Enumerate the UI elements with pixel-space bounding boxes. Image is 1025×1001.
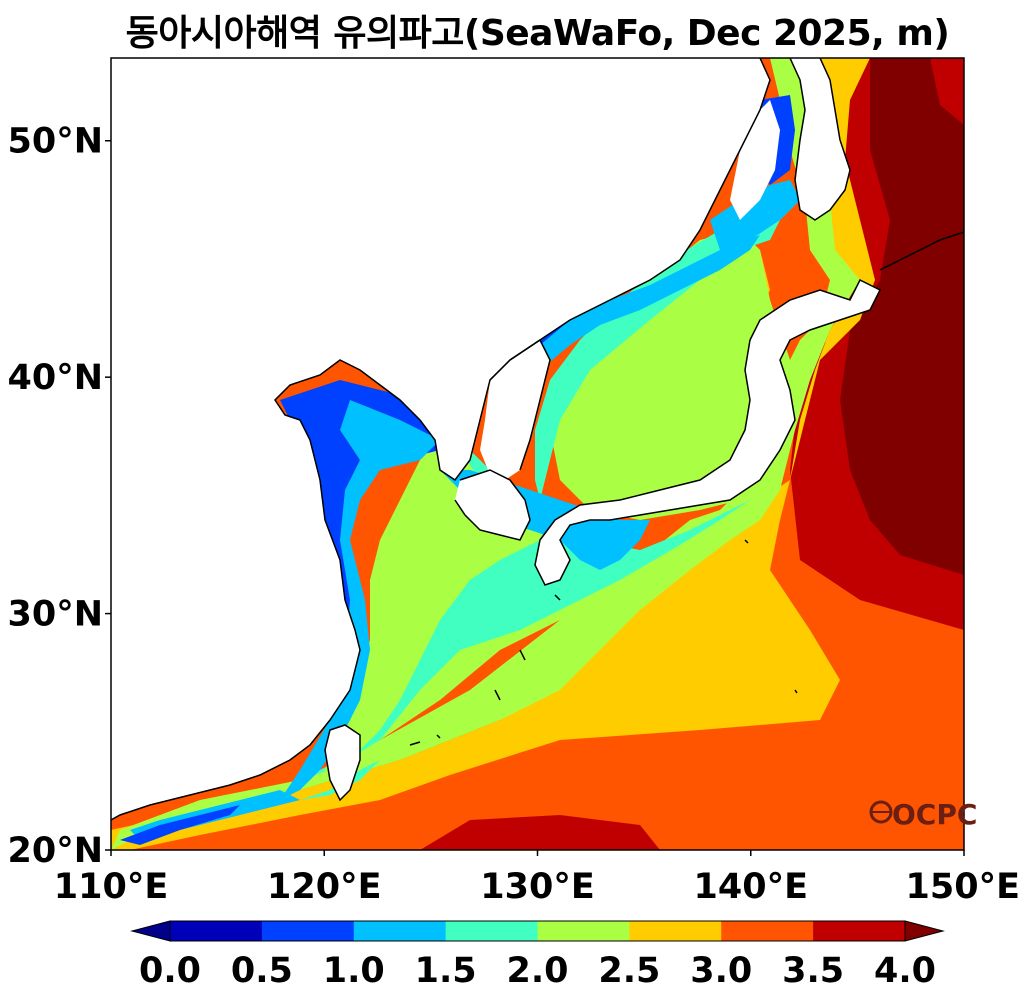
colorbar-segment [170,921,263,941]
colorbar-segment [445,921,538,941]
lon-tick-label: 140°E [694,867,808,907]
band-over-4.0 [840,58,964,575]
band-1.5-2.0-taiwan [300,760,380,800]
band-3.5-4.0-south [420,815,660,850]
land-japan [535,280,880,585]
land-korea-south [455,470,530,540]
band-2.0-2.5 [111,58,860,850]
band-1.0-1.5-north-korea [520,235,760,400]
colorbar-over-arrow [904,920,945,942]
colorbar-frame [169,920,906,942]
colorbar-tick-label: 3.0 [690,951,752,991]
lon-tick-label: 130°E [480,867,594,907]
lat-tick-label: 30°N [8,595,104,635]
colorbar-segment [629,921,722,941]
colorbar-tick-label: 3.5 [782,951,844,991]
colorbar-tick-label: 0.0 [139,951,201,991]
lon-tick-label: 150°E [906,867,1020,907]
colorbar: 0.0 0.5 1.0 1.5 2.0 2.5 3.0 3.5 4.0 [130,920,945,991]
colorbar-segment [261,921,355,941]
lat-tick-label: 40°N [8,358,104,398]
ocpc-logo: OCPC [869,798,977,831]
colorbar-tick-label: 1.0 [323,951,385,991]
land-mainland [111,58,770,820]
land-taiwan [325,725,360,800]
wave-field [111,58,964,850]
band-1.0-1.5-primorye [710,180,800,250]
lat-axis: 20°N 30°N 40°N 50°N [8,122,111,871]
colorbar-tick-label: 2.5 [598,951,660,991]
lon-tick-label: 120°E [267,867,381,907]
colorbar-segment [721,921,814,941]
coastlines [111,58,964,821]
band-2.5-3.0 [111,58,875,850]
band-3.5-4.0-north [930,58,964,125]
lon-tick-label: 110°E [54,867,168,907]
colorbar-tick-label: 4.0 [874,951,936,991]
land-sakhalin [790,58,850,220]
colorbar-under-arrow [130,920,171,942]
land-primorye [730,100,780,220]
land-korea-north [480,340,550,480]
logo-text: OCPC [892,798,977,831]
colorbar-tick-label: 0.5 [231,951,293,991]
lon-axis: 110°E 120°E 130°E 140°E 150°E [54,850,1020,907]
band-1.0-1.5-china-coast [280,400,440,800]
colorbar-tick-label: 1.5 [415,951,477,991]
colorbar-segment [537,921,630,941]
lat-tick-label: 50°N [8,122,104,162]
colorbar-tick-label: 2.0 [506,951,568,991]
colorbar-segment [813,921,906,941]
colorbar-segment [353,921,447,941]
band-0.5-1.0-gulf [120,805,240,845]
map-title: 동아시아해역 유의파고(SeaWaFo, Dec 2025, m) [125,13,950,54]
lat-tick-label: 20°N [8,831,104,871]
